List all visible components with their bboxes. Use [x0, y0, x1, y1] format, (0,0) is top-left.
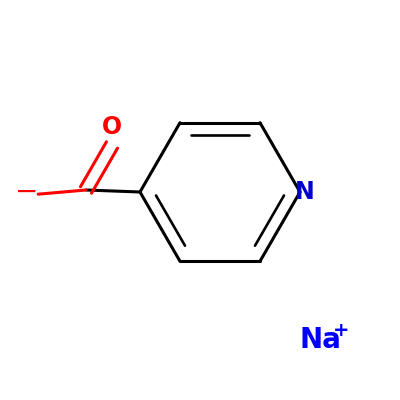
- Text: −: −: [14, 178, 38, 206]
- Text: +: +: [333, 320, 349, 340]
- Text: O: O: [102, 115, 122, 139]
- Text: Na: Na: [300, 326, 342, 354]
- Text: N: N: [295, 180, 315, 204]
